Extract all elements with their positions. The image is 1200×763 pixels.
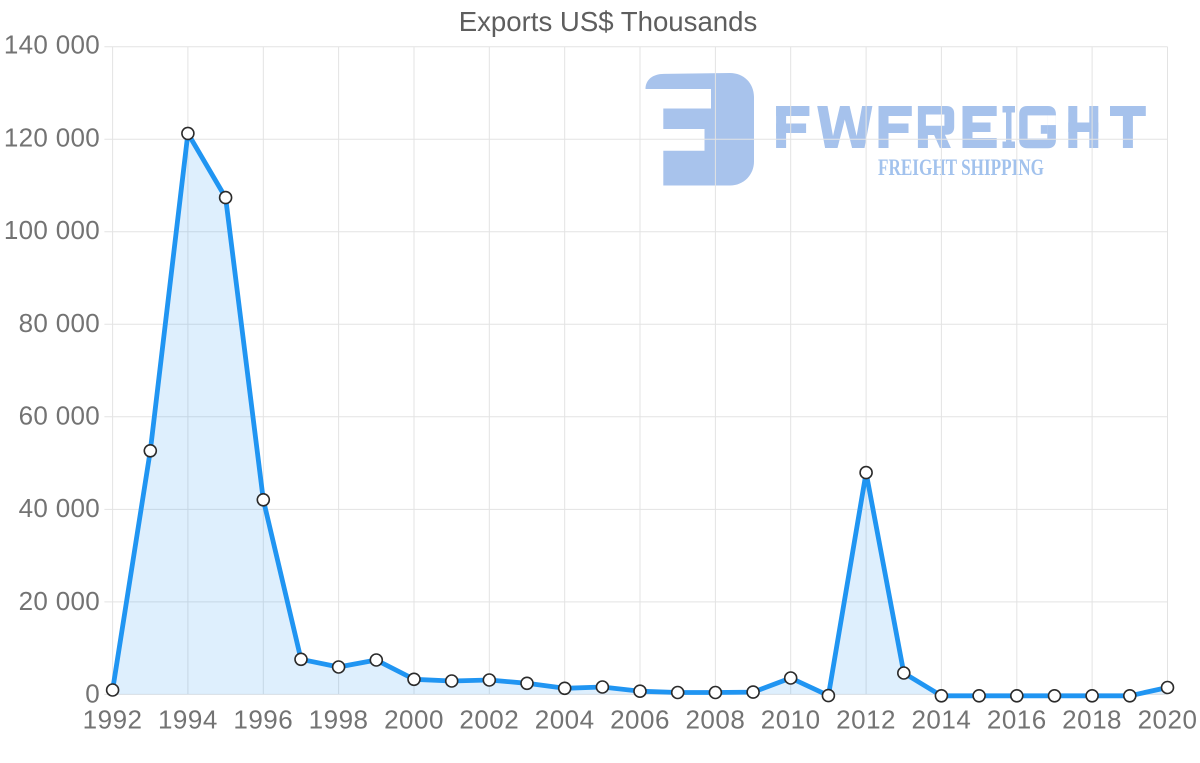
svg-text:140 000: 140 000 bbox=[4, 30, 100, 60]
svg-text:2006: 2006 bbox=[610, 705, 670, 735]
svg-text:40 000: 40 000 bbox=[19, 493, 100, 523]
svg-text:2010: 2010 bbox=[761, 705, 821, 735]
svg-text:2012: 2012 bbox=[836, 705, 896, 735]
svg-text:2002: 2002 bbox=[459, 705, 519, 735]
svg-text:2008: 2008 bbox=[685, 705, 745, 735]
svg-text:80 000: 80 000 bbox=[19, 308, 100, 338]
svg-text:120 000: 120 000 bbox=[4, 122, 100, 152]
svg-text:1994: 1994 bbox=[158, 705, 218, 735]
svg-text:1996: 1996 bbox=[233, 705, 293, 735]
svg-text:1998: 1998 bbox=[309, 705, 369, 735]
svg-text:20 000: 20 000 bbox=[19, 586, 100, 616]
svg-text:60 000: 60 000 bbox=[19, 401, 100, 431]
svg-text:2014: 2014 bbox=[911, 705, 971, 735]
svg-text:2020: 2020 bbox=[1138, 705, 1198, 735]
svg-text:0: 0 bbox=[85, 679, 100, 709]
svg-text:100 000: 100 000 bbox=[4, 215, 100, 245]
svg-text:2018: 2018 bbox=[1062, 705, 1122, 735]
svg-text:2000: 2000 bbox=[384, 705, 444, 735]
svg-text:1992: 1992 bbox=[83, 705, 143, 735]
svg-text:Exports US$ Thousands: Exports US$ Thousands bbox=[459, 6, 758, 37]
svg-text:FREIGHT SHIPPING: FREIGHT SHIPPING bbox=[878, 155, 1044, 180]
svg-text:2004: 2004 bbox=[535, 705, 595, 735]
svg-text:2016: 2016 bbox=[987, 705, 1047, 735]
